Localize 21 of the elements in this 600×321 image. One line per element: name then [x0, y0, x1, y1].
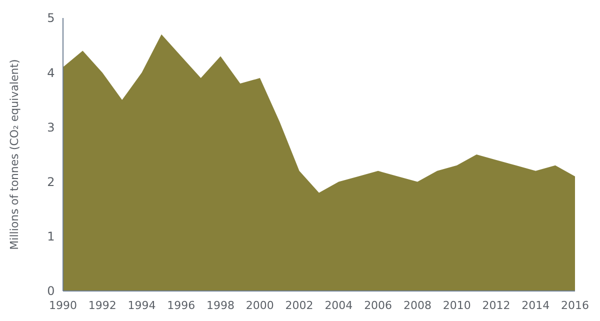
y-tick-label: 4: [47, 66, 55, 80]
y-tick-label: 5: [47, 11, 55, 26]
y-tick-label: 0: [47, 284, 55, 298]
x-tick-label: 2014: [522, 299, 550, 312]
y-tick-label: 2: [47, 175, 55, 189]
y-tick-label: 3: [47, 120, 55, 134]
x-tick-label: 1998: [206, 299, 235, 312]
x-tick-label: 2004: [324, 299, 353, 312]
x-tick-label: 2010: [442, 299, 471, 312]
x-tick-label: 2012: [482, 299, 510, 312]
x-tick-label: 2008: [403, 299, 432, 312]
x-tick-label: 1992: [88, 299, 116, 312]
x-tick-label: 2000: [246, 299, 274, 312]
y-tick-label: 1: [47, 230, 55, 244]
x-tick-label: 1994: [128, 299, 156, 312]
y-axis-title: Millions of tonnes (CO₂ equivalent): [8, 59, 21, 250]
x-tick-label: 2006: [364, 299, 392, 312]
x-tick-label: 1990: [49, 299, 77, 312]
x-tick-label: 2002: [285, 299, 314, 312]
x-tick-label: 1996: [167, 299, 196, 312]
x-tick-label: 2016: [561, 299, 589, 312]
